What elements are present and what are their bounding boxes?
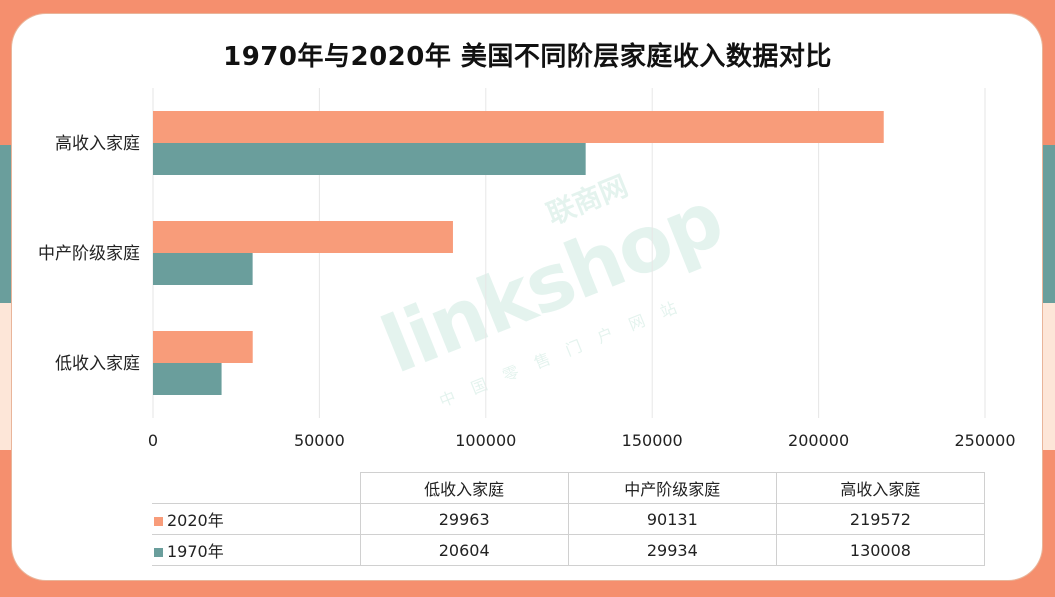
- bar-2020: [153, 111, 884, 143]
- table-corner-cell: [152, 472, 361, 504]
- bar-1970: [153, 253, 253, 285]
- table-header-cell: 高收入家庭: [775, 472, 986, 504]
- table-row-label: 2020年: [167, 511, 224, 530]
- table-cell: 20604: [359, 534, 569, 566]
- x-tick-label: 0: [148, 431, 158, 450]
- bar-1970: [153, 363, 222, 395]
- table-row-header: 2020年: [152, 503, 361, 535]
- bar-2020: [153, 221, 453, 253]
- chart-title: 1970年与2020年 美国不同阶层家庭收入数据对比: [223, 42, 832, 72]
- y-category-label: 中产阶级家庭: [38, 244, 140, 264]
- table-cell: 29934: [567, 534, 777, 566]
- bar-2020: [153, 331, 253, 363]
- legend-key-1970: [154, 548, 163, 557]
- bar-1970: [153, 143, 586, 175]
- y-category-label: 高收入家庭: [55, 134, 140, 154]
- legend-key-2020: [154, 517, 163, 526]
- table-header-cell: 中产阶级家庭: [567, 472, 777, 504]
- x-tick-label: 200000: [788, 431, 849, 450]
- table-row-header: 1970年: [152, 534, 361, 566]
- table-cell: 219572: [775, 503, 986, 535]
- x-tick-label: 100000: [455, 431, 516, 450]
- table-cell: 90131: [567, 503, 777, 535]
- table-header-cell: 低收入家庭: [359, 472, 569, 504]
- x-tick-label: 50000: [294, 431, 345, 450]
- table-row: 1970年 20604 29934 130008: [152, 534, 986, 566]
- table-row: 2020年 29963 90131 219572: [152, 503, 986, 535]
- data-table: 低收入家庭 中产阶级家庭 高收入家庭 2020年 29963 90131 219…: [152, 472, 986, 566]
- y-category-label: 低收入家庭: [55, 354, 140, 374]
- x-tick-label: 150000: [622, 431, 683, 450]
- table-header-row: 低收入家庭 中产阶级家庭 高收入家庭: [152, 472, 986, 504]
- table-cell: 130008: [775, 534, 986, 566]
- table-row-label: 1970年: [167, 542, 224, 561]
- table-cell: 29963: [359, 503, 569, 535]
- x-tick-label: 250000: [954, 431, 1015, 450]
